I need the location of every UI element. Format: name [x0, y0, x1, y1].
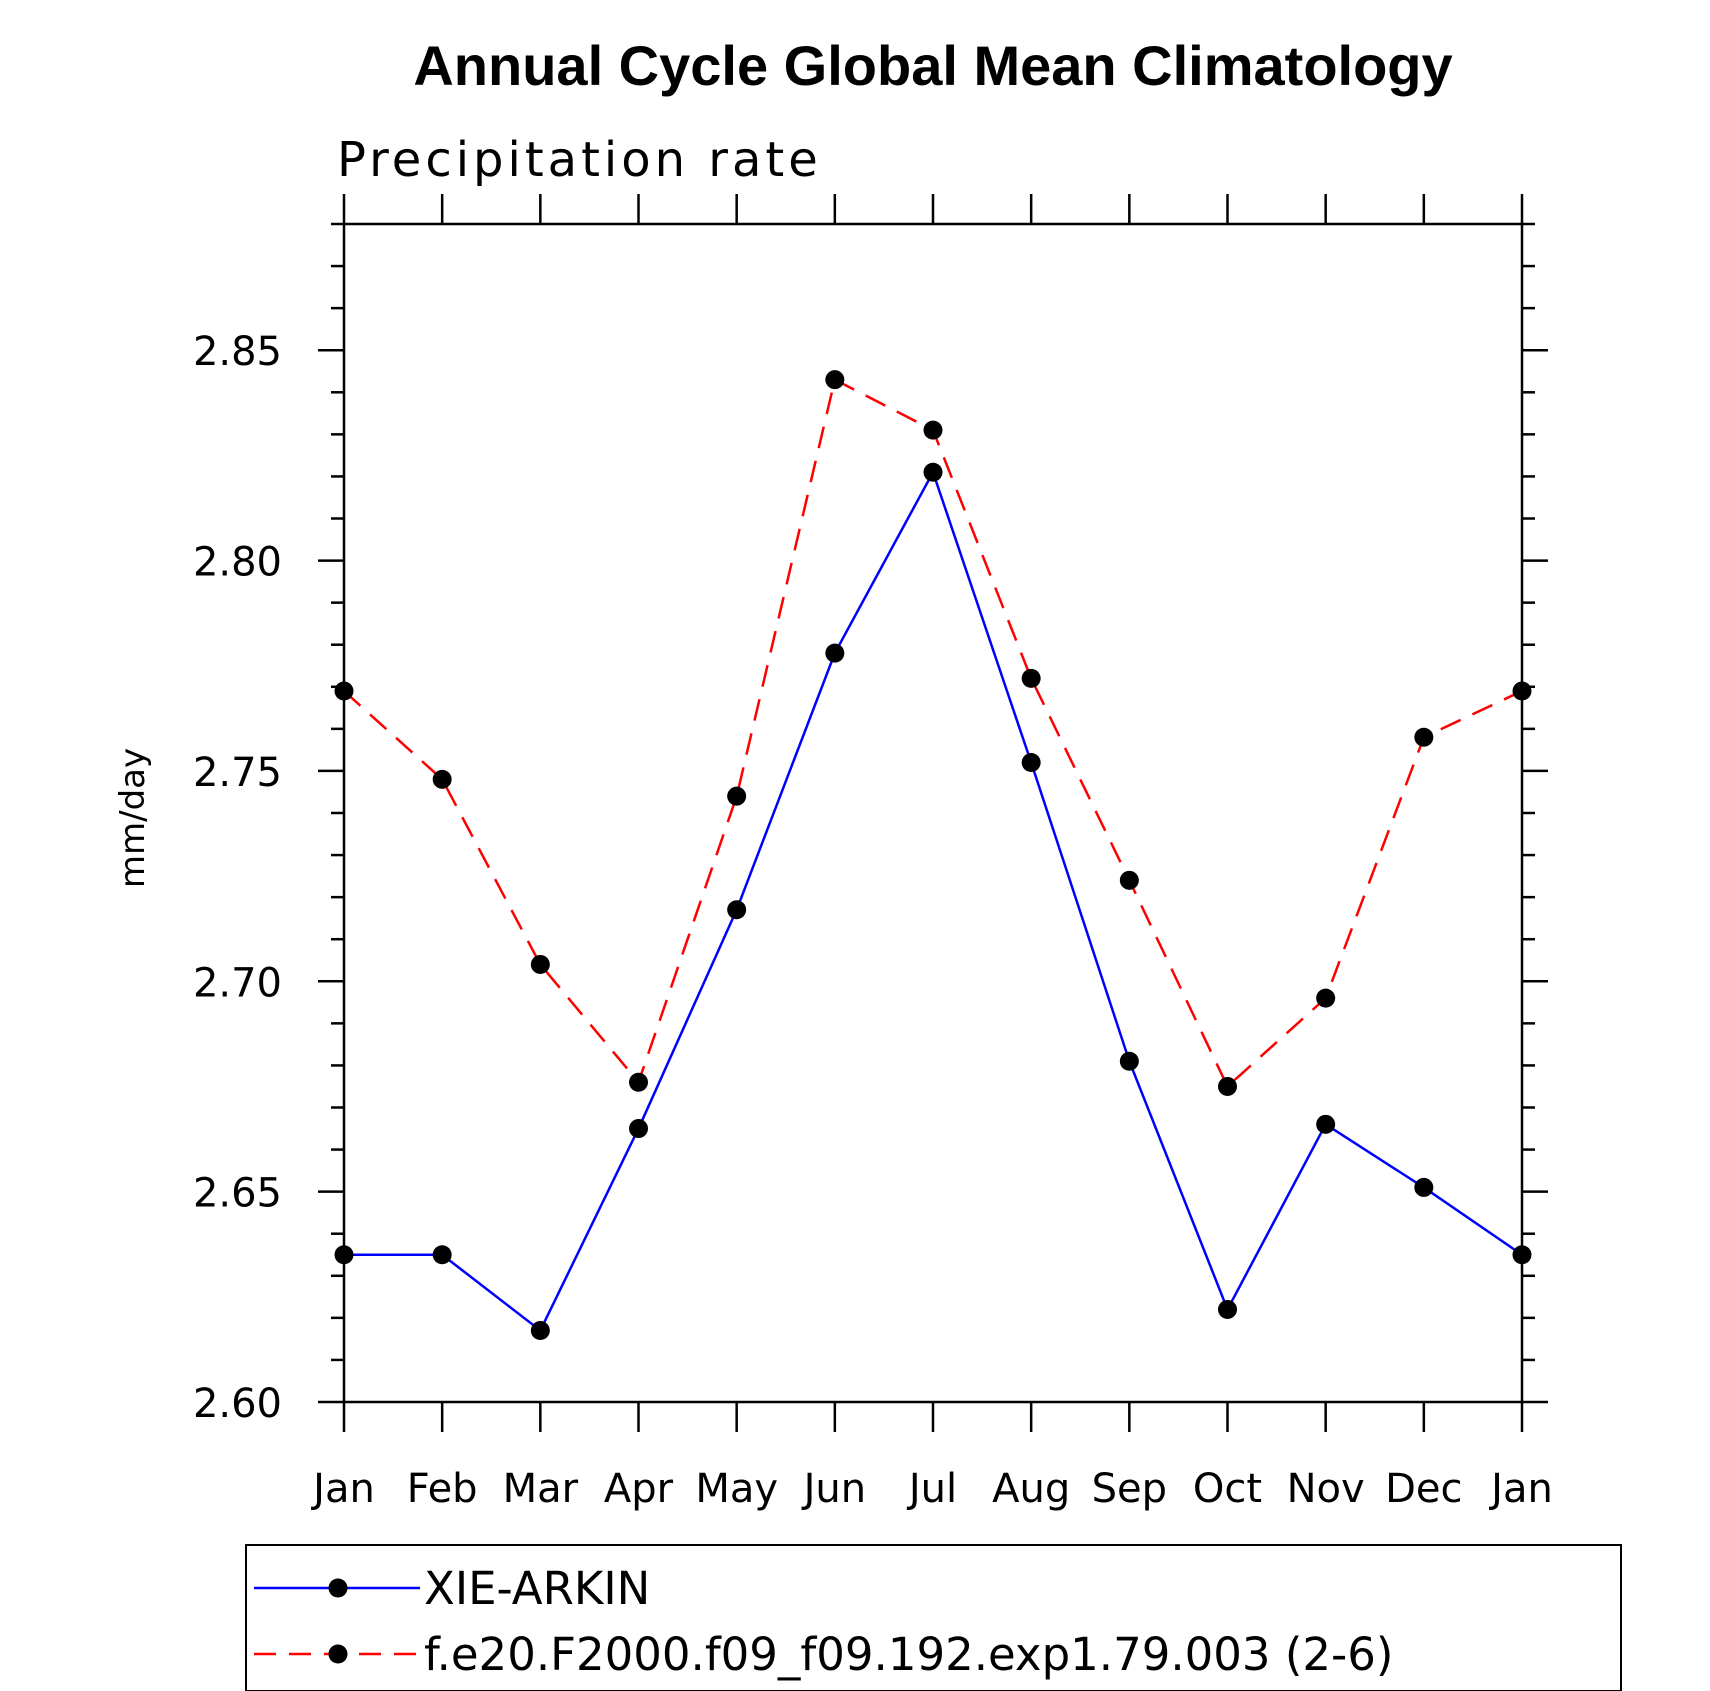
x-tick-label: Feb: [407, 1466, 478, 1512]
data-point-series-1: [629, 1072, 648, 1092]
y-tick-label: 2.80: [193, 540, 282, 586]
y-axis-label: mm/day: [113, 748, 153, 888]
data-point-series-0: [629, 1119, 648, 1139]
data-point-series-1: [432, 769, 452, 789]
data-point-series-1: [1316, 988, 1336, 1008]
legend-label-model: f.e20.F2000.f09_f09.192.exp1.79.003 (2-6…: [424, 1628, 1393, 1681]
chart-subtitle: Precipitation rate: [337, 132, 822, 188]
data-point-series-1: [334, 681, 354, 701]
x-tick-label: Jun: [801, 1466, 867, 1512]
x-tick-label: Sep: [1092, 1466, 1167, 1512]
data-point-series-0: [1218, 1299, 1237, 1319]
data-point-series-0: [1119, 1051, 1139, 1071]
data-point-series-1: [530, 954, 550, 974]
y-tick-label: 2.85: [193, 329, 282, 375]
legend-box: [245, 1544, 1622, 1691]
series-line-1: [343, 377, 1523, 1089]
y-tick-label: 2.75: [193, 750, 282, 796]
data-point-series-0: [530, 1320, 550, 1340]
x-tick-label: Dec: [1385, 1466, 1462, 1512]
plot-frame: [342, 222, 1524, 1404]
x-tick-label: May: [695, 1466, 778, 1512]
legend: XIE-ARKIN f.e20.F2000.f09_f09.192.exp1.7…: [245, 1544, 1622, 1691]
x-tick-label: Apr: [604, 1466, 674, 1512]
y-tick-labels: 2.60 2.65 2.70 2.75 2.80 2.85: [193, 329, 282, 1427]
data-point-series-0: [923, 462, 943, 482]
x-tick-label: Jan: [1488, 1466, 1553, 1512]
data-point-series-1: [1021, 668, 1041, 688]
data-point-series-1: [825, 370, 845, 390]
data-point-series-0: [1021, 753, 1041, 773]
data-point-series-0: [1316, 1114, 1336, 1134]
y-tick-label: 2.65: [193, 1171, 282, 1217]
data-point-series-1: [1414, 727, 1434, 747]
legend-marker-model: [328, 1644, 348, 1664]
y-tick-label: 2.70: [193, 960, 282, 1006]
data-point-series-1: [1218, 1076, 1237, 1096]
data-point-series-0: [1512, 1245, 1532, 1265]
data-point-series-1: [1512, 681, 1532, 701]
series-line-0: [344, 469, 1523, 1333]
x-tick-label: Mar: [503, 1466, 579, 1512]
data-point-series-0: [334, 1245, 354, 1265]
x-tick-label: Aug: [992, 1466, 1070, 1512]
x-tick-label: Oct: [1193, 1466, 1262, 1512]
data-point-series-1: [923, 420, 943, 440]
series-layer: [334, 370, 1532, 1340]
data-point-series-0: [432, 1245, 452, 1265]
data-point-series-0: [1414, 1177, 1434, 1197]
axis-ticks: [318, 194, 1548, 1432]
x-tick-labels: Jan Feb Mar Apr May Jun Jul Aug Sep Oct Nov Dec Jan: [310, 1466, 1553, 1512]
chart-title: Annual Cycle Global Mean Climatology: [413, 34, 1452, 97]
data-point-series-0: [727, 900, 747, 920]
y-tick-label: 2.60: [193, 1381, 282, 1427]
x-tick-label: Nov: [1287, 1466, 1365, 1512]
data-point-series-1: [727, 786, 747, 806]
legend-marker-xie-arkin: [328, 1578, 348, 1598]
legend-label-xie-arkin: XIE-ARKIN: [424, 1562, 650, 1615]
data-point-series-1: [1119, 870, 1139, 890]
x-tick-label: Jan: [310, 1466, 375, 1512]
data-point-series-0: [825, 643, 845, 663]
x-tick-label: Jul: [906, 1466, 957, 1512]
